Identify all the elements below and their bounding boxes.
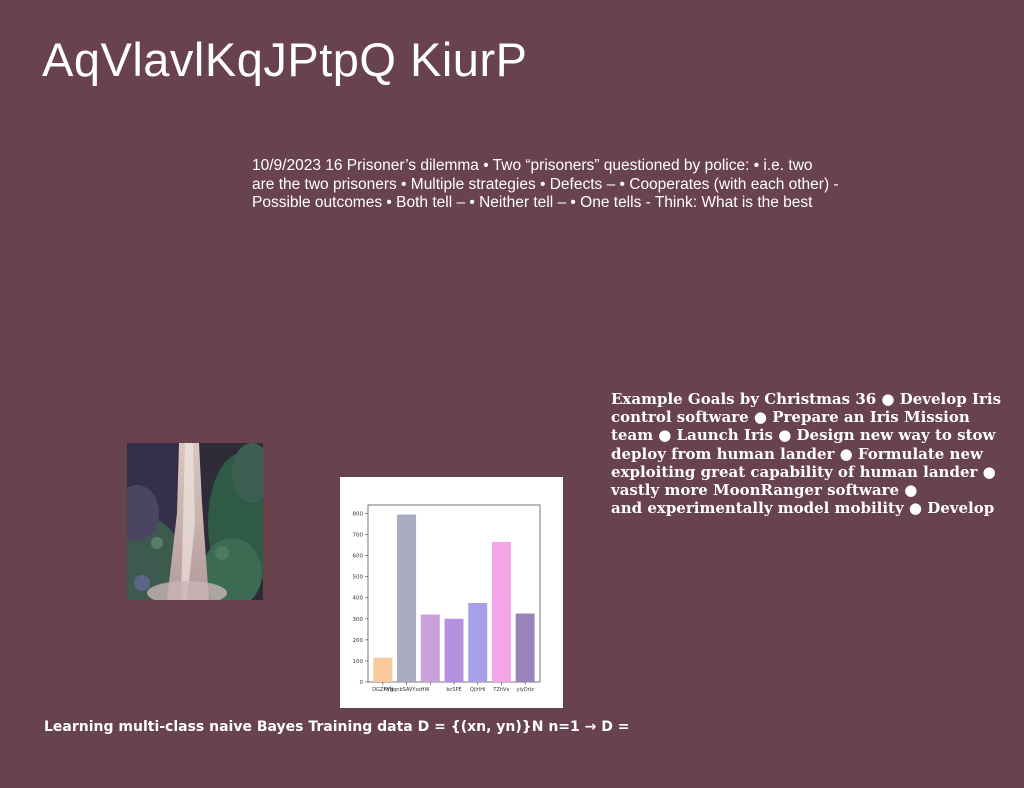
bar: [397, 514, 417, 682]
slide-title: AqVlavlKqJPtpQ KiurP: [42, 33, 528, 86]
y-tick-label: 700: [353, 533, 364, 539]
body-line: 10/9/2023 16 Prisoner’s dilemma • Two “p…: [252, 157, 813, 174]
x-tick-label: hYgqnbSAVYssHW: [384, 687, 430, 693]
y-tick-label: 500: [353, 575, 364, 581]
bar: [420, 614, 440, 682]
goals-line: deploy from human lander ● Formulate new: [611, 444, 983, 463]
goals-line: Example Goals by Christmas 36 ● Develop …: [611, 390, 1002, 408]
body-line: are the two prisoners • Multiple strateg…: [252, 175, 839, 193]
bar: [468, 602, 488, 682]
waterfall-photo: [127, 443, 263, 600]
y-tick-label: 600: [353, 554, 364, 560]
goals-line: team ● Launch Iris ● Design new way to s…: [611, 426, 996, 445]
x-tick-label: yiyDrlz: [517, 687, 535, 693]
x-tick-label: QjlrlHi: [470, 687, 485, 693]
body-line: Possible outcomes • Both tell – • Neithe…: [252, 194, 813, 211]
goals-text: Example Goals by Christmas 36 ● Develop …: [611, 390, 1024, 517]
footer-text: Learning multi-class naive Bayes Trainin…: [44, 719, 630, 735]
bar: [515, 613, 535, 682]
y-tick-label: 0: [360, 680, 364, 686]
x-tick-label: TZhVx: [492, 687, 509, 693]
goals-line: exploiting great capability of human lan…: [611, 462, 996, 481]
body-text: 10/9/2023 16 Prisoner’s dilemma • Two “p…: [252, 157, 862, 213]
y-tick-label: 100: [353, 659, 364, 665]
x-tick-label: bcSPE: [446, 687, 461, 693]
x-tick-label: DGZPVN: [372, 687, 394, 693]
bar: [373, 657, 393, 682]
waterfall-image: [127, 443, 263, 600]
bar: [444, 618, 464, 682]
bar-chart-svg: 0 100 200 300 400 500 600 700 800 DGZPVNhYgqnbSAV…: [353, 504, 541, 693]
bar-chart: 0 100 200 300 400 500 600 700 800 DGZPVN hYgqnbSAV…: [340, 477, 563, 708]
y-tick-label: 200: [353, 638, 364, 644]
y-tick-label: 800: [353, 511, 364, 517]
goals-line: and experimentally model mobility ● Deve…: [611, 499, 995, 518]
goals-line: vastly more MoonRanger software ●: [611, 481, 918, 500]
goals-line: control software ● Prepare an Iris Missi…: [611, 408, 970, 427]
y-tick-label: 400: [353, 596, 364, 602]
y-tick-label: 300: [353, 617, 364, 623]
bar: [491, 541, 511, 682]
